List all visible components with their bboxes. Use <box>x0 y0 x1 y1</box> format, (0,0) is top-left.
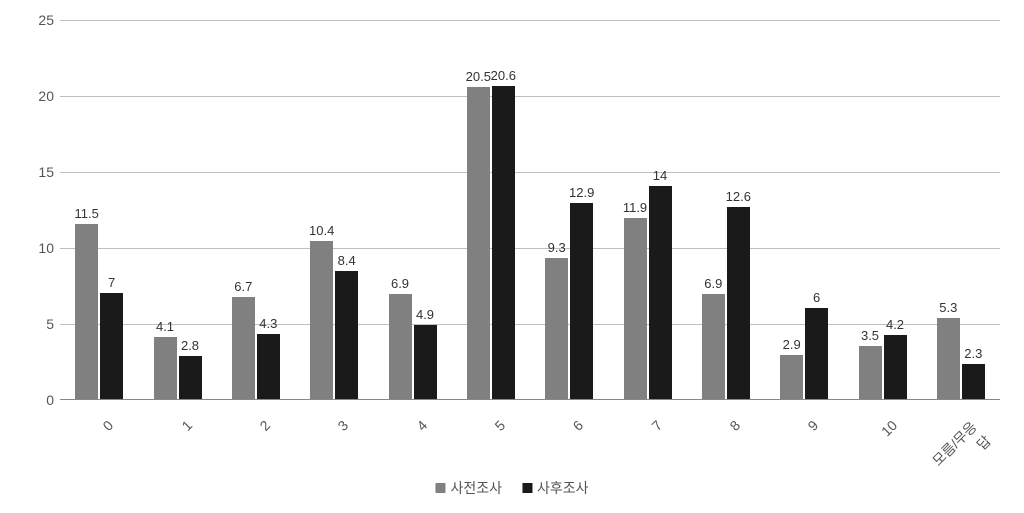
bar-value-label: 4.1 <box>156 319 174 334</box>
bar-value-label: 7 <box>108 275 115 290</box>
bar-value-label: 6.7 <box>234 279 252 294</box>
bar-value-label: 4.3 <box>259 316 277 331</box>
x-tick-label: 5 <box>454 417 508 471</box>
bar-value-label: 11.9 <box>623 200 647 215</box>
y-tick-label: 25 <box>22 12 54 28</box>
bar-value-label: 6.9 <box>391 276 409 291</box>
bar: 6.9 <box>389 294 412 399</box>
x-tick-label: 6 <box>533 417 587 471</box>
x-tick-label: 1 <box>141 417 195 471</box>
bar-value-label: 6 <box>813 290 820 305</box>
x-tick-label: 10 <box>846 417 900 471</box>
bar-value-label: 12.6 <box>726 189 751 204</box>
legend-swatch-pre <box>435 483 445 493</box>
x-tick-label: 0 <box>63 417 117 471</box>
y-tick-label: 15 <box>22 164 54 180</box>
bar-value-label: 8.4 <box>338 253 356 268</box>
bar: 11.5 <box>75 224 98 399</box>
legend-label-pre: 사전조사 <box>450 478 502 498</box>
bar-value-label: 11.5 <box>74 206 98 221</box>
bar: 20.5 <box>467 87 490 399</box>
bar-value-label: 9.3 <box>548 240 566 255</box>
bars-layer: 11.574.12.86.74.310.48.46.94.920.520.69.… <box>60 20 1000 399</box>
x-tick-label: 9 <box>768 417 822 471</box>
bar: 4.1 <box>154 337 177 399</box>
x-tick-label: 4 <box>376 417 430 471</box>
legend-item-pre: 사전조사 <box>435 478 502 498</box>
bar: 7 <box>100 293 123 399</box>
bar: 12.9 <box>570 203 593 399</box>
bar-value-label: 14 <box>653 168 667 183</box>
x-tick-label: 모름/무응답 <box>924 417 995 488</box>
y-tick-label: 5 <box>22 316 54 332</box>
y-tick-label: 0 <box>22 392 54 408</box>
x-tick-label: 2 <box>219 417 273 471</box>
x-tick-label: 3 <box>298 417 352 471</box>
bar-value-label: 12.9 <box>569 185 594 200</box>
y-tick-label: 20 <box>22 88 54 104</box>
legend-item-post: 사후조사 <box>522 478 589 498</box>
legend-label-post: 사후조사 <box>537 478 589 498</box>
bar-value-label: 6.9 <box>704 276 722 291</box>
bar: 12.6 <box>727 207 750 399</box>
bar: 11.9 <box>624 218 647 399</box>
x-axis-labels: 012345678910모름/무응답 <box>60 405 1000 465</box>
bar-value-label: 5.3 <box>939 300 957 315</box>
bar-value-label: 10.4 <box>309 223 334 238</box>
bar-value-label: 2.9 <box>783 337 801 352</box>
x-tick-label: 8 <box>689 417 743 471</box>
x-tick-label: 7 <box>611 417 665 471</box>
bar-value-label: 20.5 <box>466 69 491 84</box>
bar: 2.3 <box>962 364 985 399</box>
bar: 4.9 <box>414 325 437 399</box>
bar-chart: 0510152025 11.574.12.86.74.310.48.46.94.… <box>10 10 1014 503</box>
bar: 6.9 <box>702 294 725 399</box>
bar: 4.2 <box>884 335 907 399</box>
plot-area: 0510152025 11.574.12.86.74.310.48.46.94.… <box>60 20 1000 400</box>
bar-value-label: 2.3 <box>964 346 982 361</box>
bar: 6.7 <box>232 297 255 399</box>
bar-value-label: 2.8 <box>181 338 199 353</box>
bar-value-label: 20.6 <box>491 68 516 83</box>
bar: 6 <box>805 308 828 399</box>
bar: 20.6 <box>492 86 515 399</box>
y-tick-label: 10 <box>22 240 54 256</box>
bar-value-label: 4.9 <box>416 307 434 322</box>
bar: 2.8 <box>179 356 202 399</box>
legend: 사전조사 사후조사 <box>435 478 588 498</box>
bar: 8.4 <box>335 271 358 399</box>
bar: 5.3 <box>937 318 960 399</box>
bar: 2.9 <box>780 355 803 399</box>
bar: 3.5 <box>859 346 882 399</box>
bar: 9.3 <box>545 258 568 399</box>
bar-value-label: 4.2 <box>886 317 904 332</box>
bar-value-label: 3.5 <box>861 328 879 343</box>
legend-swatch-post <box>522 483 532 493</box>
bar: 10.4 <box>310 241 333 399</box>
bar: 4.3 <box>257 334 280 399</box>
bar: 14 <box>649 186 672 399</box>
